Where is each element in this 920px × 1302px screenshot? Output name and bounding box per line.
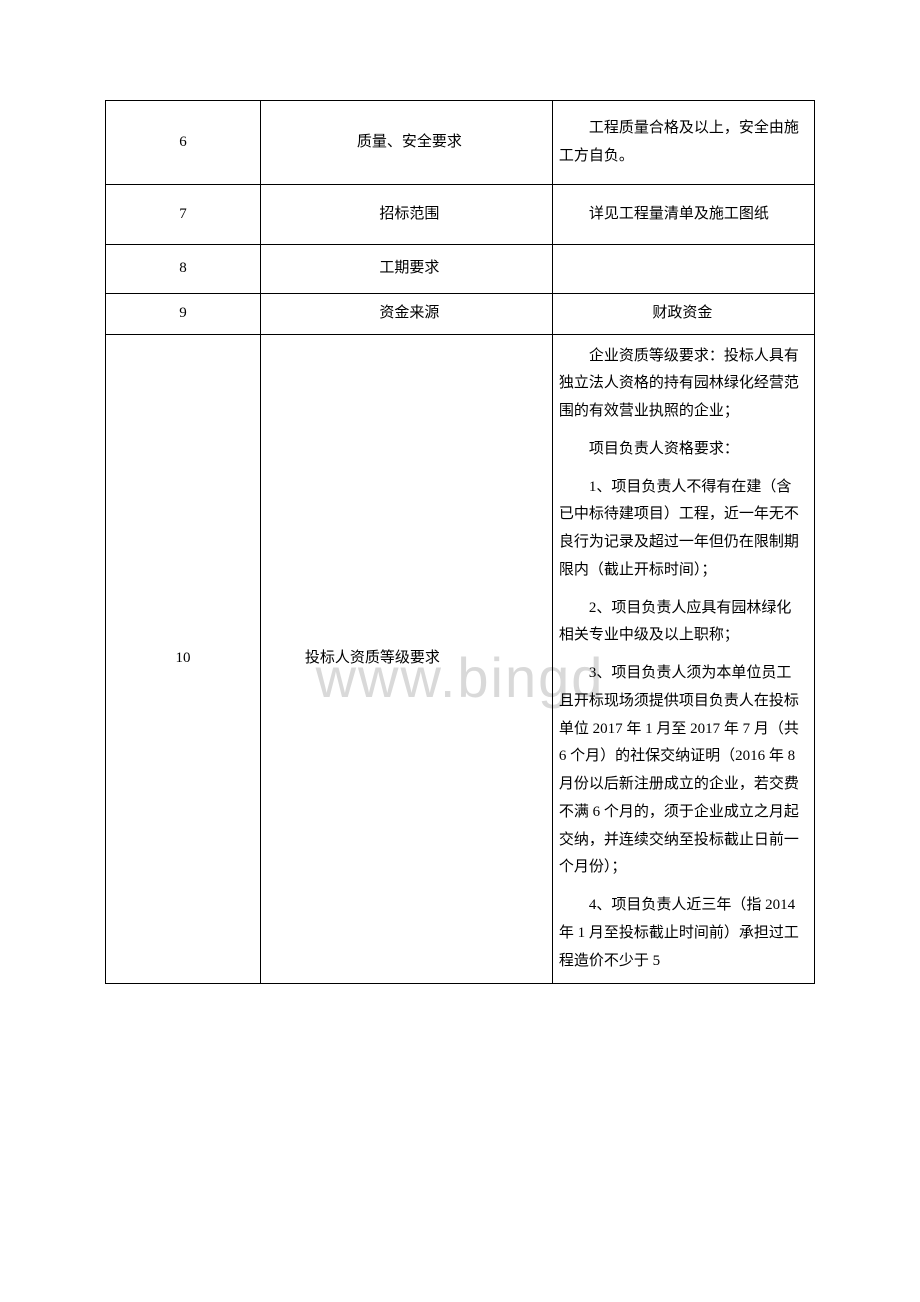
content-para: 1、项目负责人不得有在建（含已中标待建项目）工程，近一年无不良行为记录及超过一年…	[559, 474, 806, 585]
row-label: 投标人资质等级要求	[260, 334, 552, 984]
row-index: 6	[106, 101, 261, 185]
row-label: 质量、安全要求	[260, 101, 552, 185]
row-index: 7	[106, 185, 261, 245]
row-content: 详见工程量清单及施工图纸	[552, 185, 814, 245]
table-row: 9 资金来源 财政资金	[106, 293, 815, 334]
content-para: 2、项目负责人应具有园林绿化相关专业中级及以上职称；	[559, 595, 806, 651]
table-row: 10 投标人资质等级要求 企业资质等级要求：投标人具有独立法人资格的持有园林绿化…	[106, 334, 815, 984]
content-para: 详见工程量清单及施工图纸	[559, 201, 806, 229]
content-para: 3、项目负责人须为本单位员工且开标现场须提供项目负责人在投标单位 2017 年 …	[559, 660, 806, 882]
table-row: 8 工期要求	[106, 245, 815, 294]
row-label: 资金来源	[260, 293, 552, 334]
table-row: 7 招标范围 详见工程量清单及施工图纸	[106, 185, 815, 245]
content-para: 4、项目负责人近三年（指 2014 年 1 月至投标截止时间前）承担过工程造价不…	[559, 892, 806, 975]
row-content	[552, 245, 814, 294]
row-label: 招标范围	[260, 185, 552, 245]
row-index: 8	[106, 245, 261, 294]
row-index: 9	[106, 293, 261, 334]
content-para: 项目负责人资格要求：	[559, 436, 806, 464]
table-row: 6 质量、安全要求 工程质量合格及以上，安全由施工方自负。	[106, 101, 815, 185]
row-content: 企业资质等级要求：投标人具有独立法人资格的持有园林绿化经营范围的有效营业执照的企…	[552, 334, 814, 984]
row-content: 工程质量合格及以上，安全由施工方自负。	[552, 101, 814, 185]
row-content: 财政资金	[552, 293, 814, 334]
requirements-table: 6 质量、安全要求 工程质量合格及以上，安全由施工方自负。 7 招标范围 详见工…	[105, 100, 815, 984]
content-para: 企业资质等级要求：投标人具有独立法人资格的持有园林绿化经营范围的有效营业执照的企…	[559, 343, 806, 426]
row-label: 工期要求	[260, 245, 552, 294]
row-index: 10	[106, 334, 261, 984]
content-para: 工程质量合格及以上，安全由施工方自负。	[559, 115, 806, 171]
